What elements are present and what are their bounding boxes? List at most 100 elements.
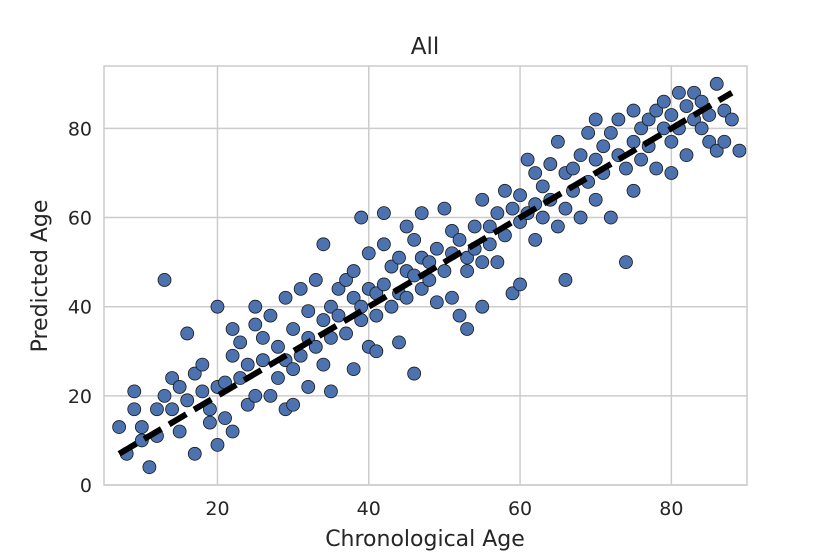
data-point [694, 121, 709, 136]
x-tick-label: 20 [205, 498, 229, 520]
data-point [172, 380, 187, 394]
data-point [240, 397, 255, 412]
data-point [475, 255, 490, 270]
data-point [535, 179, 550, 194]
y-axis-ticks: 0 20 40 60 80 [68, 118, 92, 497]
y-tick-label: 0 [80, 475, 92, 497]
data-point [180, 326, 195, 341]
data-point [475, 299, 490, 314]
data-point [407, 232, 422, 247]
data-point [331, 281, 346, 296]
data-point [324, 299, 338, 314]
data-point [528, 166, 543, 180]
data-point [672, 85, 686, 100]
data-point [588, 192, 603, 207]
data-point [505, 201, 520, 216]
data-point [248, 317, 263, 332]
data-point [437, 264, 452, 278]
data-point [407, 366, 422, 381]
data-point [460, 264, 475, 278]
data-point [339, 273, 353, 287]
data-point [482, 237, 497, 252]
data-point [429, 295, 444, 310]
data-point [157, 388, 172, 403]
data-point [513, 188, 527, 203]
data-point [218, 411, 232, 426]
data-point [626, 134, 641, 149]
data-point [414, 206, 429, 220]
data-point [255, 353, 270, 368]
chart-title: All [411, 34, 440, 60]
data-point [588, 112, 603, 127]
data-point [346, 290, 361, 305]
data-point [172, 424, 187, 439]
data-point [248, 299, 263, 314]
data-point [354, 210, 369, 225]
data-point [210, 299, 225, 314]
data-point [195, 357, 210, 372]
data-point [324, 384, 338, 399]
data-point [460, 322, 475, 336]
data-point [429, 241, 444, 256]
data-point [278, 290, 293, 305]
data-point [399, 219, 414, 234]
data-point [399, 290, 414, 305]
data-point [308, 339, 323, 354]
data-point [649, 161, 664, 176]
data-point [611, 112, 626, 127]
data-point [414, 281, 429, 296]
plot-frame [103, 65, 748, 486]
data-point [467, 219, 482, 234]
y-tick-label: 60 [68, 208, 92, 230]
data-point [376, 206, 391, 220]
data-point [520, 152, 535, 167]
data-point [581, 125, 596, 140]
data-point [475, 192, 490, 207]
x-tick-label: 40 [357, 498, 381, 520]
data-point [293, 281, 308, 296]
data-point [573, 210, 588, 225]
data-point [626, 183, 641, 198]
data-point [498, 183, 512, 198]
data-point [634, 121, 648, 136]
data-point [248, 388, 263, 403]
data-point [134, 420, 149, 434]
data-point [346, 264, 361, 278]
data-point [679, 148, 694, 163]
data-point [679, 99, 694, 114]
data-point [709, 143, 724, 158]
x-tick-label: 80 [659, 498, 683, 520]
data-point [664, 108, 679, 122]
data-point [588, 152, 603, 167]
data-point [649, 103, 664, 118]
y-tick-label: 20 [68, 386, 92, 408]
data-point [437, 201, 452, 216]
data-points [112, 76, 747, 475]
data-point [619, 255, 633, 270]
data-point [316, 313, 331, 327]
data-point [361, 246, 376, 261]
data-point [210, 437, 225, 452]
data-point [263, 388, 278, 403]
data-point [490, 255, 505, 270]
x-tick-label: 60 [508, 498, 532, 520]
data-point [664, 166, 679, 180]
data-point [225, 424, 240, 439]
data-point [445, 224, 459, 238]
data-point [233, 335, 248, 350]
data-point [142, 460, 157, 475]
data-point [271, 371, 285, 385]
data-point [505, 286, 520, 301]
fit-line [117, 90, 734, 457]
data-point [626, 103, 641, 118]
data-point [641, 112, 656, 127]
data-point [717, 134, 732, 149]
data-point [566, 161, 580, 176]
data-point [392, 335, 406, 350]
data-point [717, 103, 732, 118]
data-point [596, 139, 611, 154]
data-point [369, 308, 384, 323]
data-point [709, 76, 724, 91]
